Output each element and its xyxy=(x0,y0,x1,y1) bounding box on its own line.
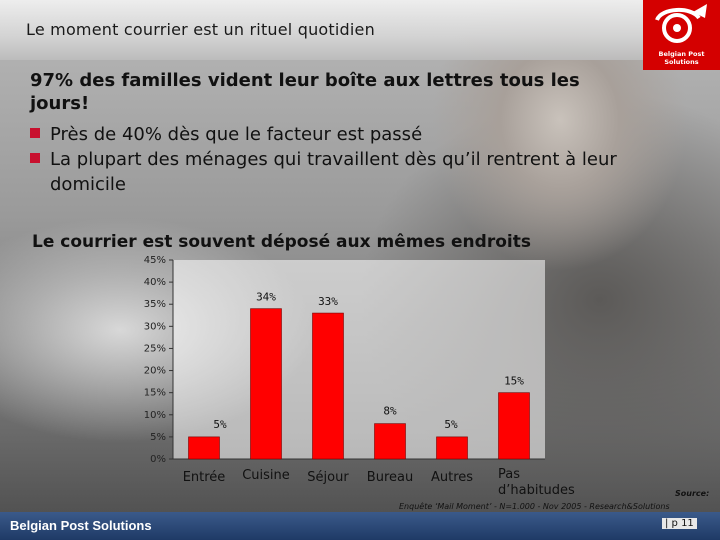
bullet-marker-icon xyxy=(30,153,40,163)
y-tick-label: 35% xyxy=(144,299,166,310)
y-tick-label: 0% xyxy=(150,454,166,465)
bar xyxy=(188,436,220,460)
x-tick-label: Cuisine xyxy=(242,468,290,483)
y-tick-label: 30% xyxy=(144,321,166,332)
x-tick-label: Bureau xyxy=(367,470,413,485)
data-label: 8% xyxy=(383,405,397,418)
y-tick-label: 40% xyxy=(144,277,166,288)
data-label: 5% xyxy=(213,418,227,431)
data-label: 34% xyxy=(256,291,276,304)
y-tick-label: 25% xyxy=(144,343,166,354)
y-tick-label: 15% xyxy=(144,388,166,399)
data-label: 15% xyxy=(504,375,524,388)
bar xyxy=(374,423,406,460)
bar xyxy=(250,308,282,460)
x-tick-label: Séjour xyxy=(307,470,349,485)
main-heading: 97% des familles vident leur boîte aux l… xyxy=(30,70,580,114)
plot-area xyxy=(173,260,545,459)
bar xyxy=(312,312,344,460)
bullet-list: Près de 40% dès que le facteur est passé… xyxy=(30,122,640,197)
bullet-text: Près de 40% dès que le facteur est passé xyxy=(50,124,423,145)
bar-chart: 0% 5% 10% 15% 20% 25% 30% 35% 40% 45% 5% 34% 33% 8% 5%… xyxy=(144,255,575,498)
logo-text: Belgian Post Solutions xyxy=(658,50,705,66)
bullet-item: Près de 40% dès que le facteur est passé xyxy=(30,122,640,147)
x-tick-label: Autres xyxy=(431,470,473,485)
bar xyxy=(498,392,530,460)
x-tick-label: Pas d’habitudes xyxy=(498,467,575,498)
bullet-item: La plupart des ménages qui travaillent d… xyxy=(30,147,640,197)
page-number: | p 11 xyxy=(662,518,697,529)
source-label: Source: xyxy=(675,489,710,498)
y-tick-label: 45% xyxy=(144,255,166,266)
footer-bar: Belgian Post Solutions xyxy=(0,512,720,540)
data-label: 5% xyxy=(444,418,458,431)
bullet-marker-icon xyxy=(30,128,40,138)
source-text: Enquête ‘Mail Moment’ - N=1.000 - Nov 20… xyxy=(399,502,670,511)
y-tick-label: 5% xyxy=(150,432,166,443)
y-tick-label: 10% xyxy=(144,410,166,421)
bar xyxy=(436,436,468,460)
data-label: 33% xyxy=(318,295,338,308)
footer-brand: Belgian Post Solutions xyxy=(10,518,152,533)
chart-heading: Le courrier est souvent déposé aux mêmes… xyxy=(32,232,531,252)
x-tick-label: Entrée xyxy=(183,470,226,485)
y-tick-label: 20% xyxy=(144,366,166,377)
brand-logo: Belgian Post Solutions xyxy=(643,0,720,70)
title-bar xyxy=(0,0,720,60)
post-horn-icon xyxy=(655,4,707,43)
bullet-text: La plupart des ménages qui travaillent d… xyxy=(50,149,617,195)
slide-title: Le moment courrier est un rituel quotidi… xyxy=(26,20,375,39)
